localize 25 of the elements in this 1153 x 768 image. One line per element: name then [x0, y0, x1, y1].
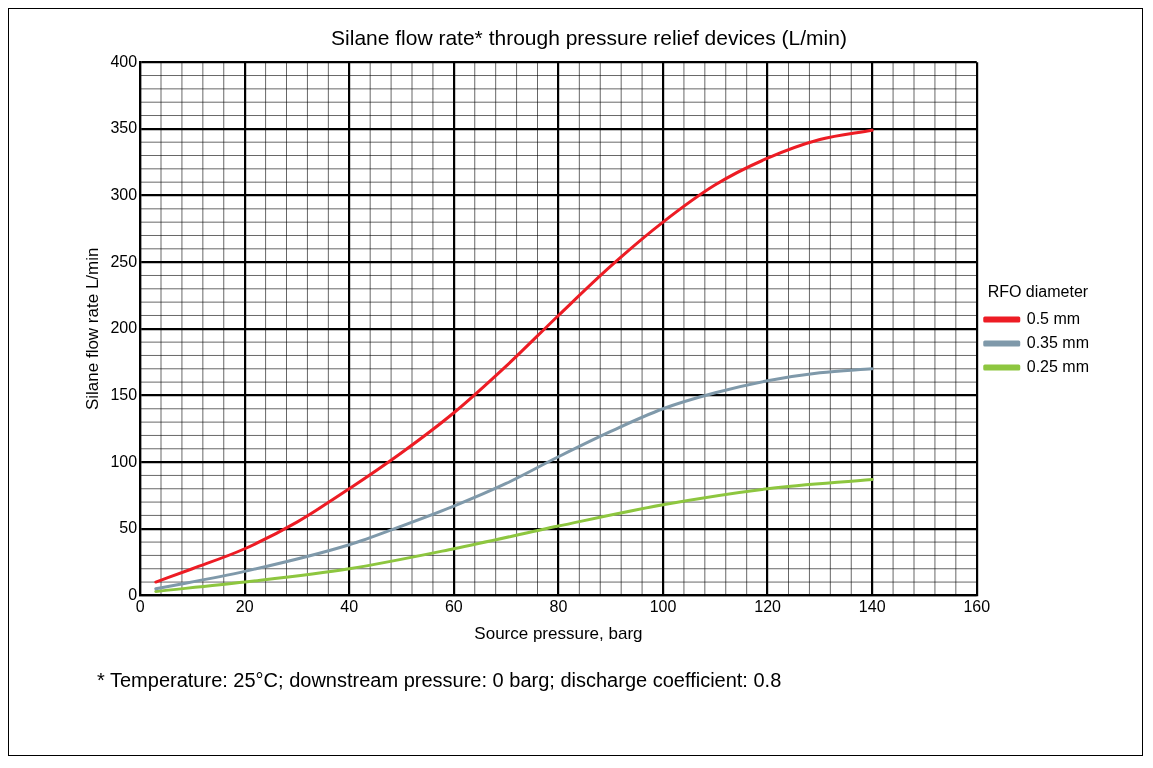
y-tick-label: 300 — [110, 185, 138, 203]
x-tick-label: 100 — [649, 598, 677, 616]
y-axis-title: Silane flow rate L/min — [82, 247, 102, 411]
y-tick-label: 250 — [110, 252, 138, 270]
x-tick-label: 60 — [444, 598, 463, 616]
legend-label: 0.25 mm — [1026, 358, 1090, 376]
y-tick-label: 100 — [110, 452, 138, 470]
x-tick-label: 140 — [858, 598, 886, 616]
x-tick-label: 160 — [963, 598, 991, 616]
x-axis-title: Source pressure, barg — [474, 624, 643, 644]
y-tick-label: 350 — [110, 119, 138, 137]
legend-title: RFO diameter — [987, 282, 1089, 300]
y-tick-label: 200 — [110, 319, 138, 337]
chart-title: Silane flow rate* through pressure relief devices (L/min) — [331, 26, 847, 50]
x-tick-label: 40 — [340, 598, 359, 616]
x-tick-label: 20 — [235, 598, 254, 616]
y-tick-label: 0 — [128, 585, 138, 603]
x-tick-label: 80 — [549, 598, 568, 616]
legend-label: 0.5 mm — [1026, 310, 1081, 328]
y-tick-label: 400 — [110, 52, 138, 70]
y-tick-label: 50 — [119, 519, 138, 537]
y-tick-label: 150 — [110, 385, 138, 403]
x-tick-label: 120 — [754, 598, 782, 616]
legend-label: 0.35 mm — [1026, 334, 1090, 352]
text: * Temperature: 25°C; downstream pressure: 0 barg; discharge coefficient: 0.8 — [97, 669, 783, 692]
